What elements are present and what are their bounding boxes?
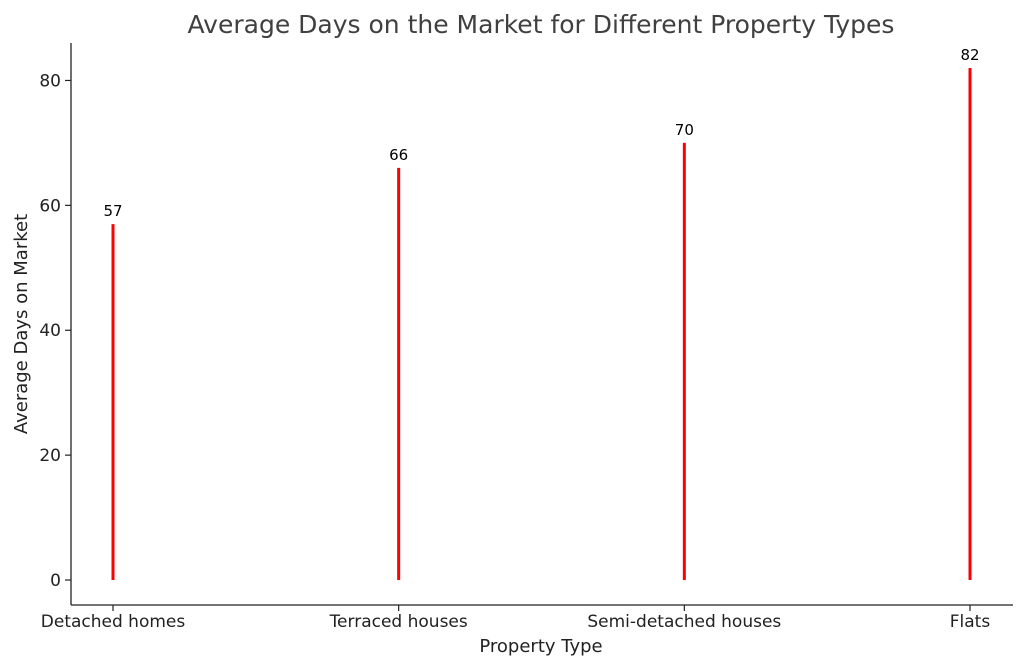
data-label: 57 (103, 202, 122, 220)
x-tick-label: Flats (950, 612, 991, 632)
y-axis-ticks: 0 20 40 60 80 (39, 71, 71, 591)
data-label: 66 (389, 146, 408, 164)
x-tick-label: Detached homes (41, 612, 186, 632)
x-tick-label: Semi-detached houses (587, 612, 781, 632)
bars: 57 66 70 82 (103, 46, 980, 581)
y-tick-label: 40 (39, 321, 61, 341)
plot-area: 0 20 40 60 80 57 66 70 82 Detached homes Terrace… (39, 43, 1013, 632)
x-axis-label: Property Type (479, 636, 602, 657)
x-axis-ticks: Detached homes Terraced houses Semi-detach… (41, 605, 991, 632)
y-tick-label: 80 (39, 71, 61, 91)
data-label: 82 (960, 46, 979, 64)
y-axis-label: Average Days on Market (11, 214, 32, 434)
x-tick-label: Terraced houses (329, 612, 468, 632)
data-label: 70 (675, 121, 694, 139)
chart-title: Average Days on the Market for Different… (188, 10, 895, 39)
y-tick-label: 20 (39, 446, 61, 466)
y-tick-label: 60 (39, 196, 61, 216)
y-tick-label: 0 (50, 571, 61, 591)
